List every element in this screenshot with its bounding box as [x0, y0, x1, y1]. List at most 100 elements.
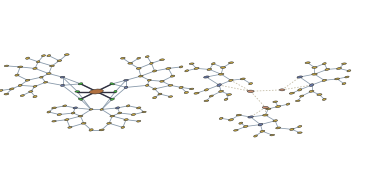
Ellipse shape: [15, 74, 19, 76]
Ellipse shape: [78, 115, 83, 117]
Ellipse shape: [114, 90, 117, 93]
Ellipse shape: [50, 65, 54, 67]
Ellipse shape: [239, 122, 243, 124]
Ellipse shape: [170, 75, 175, 77]
Ellipse shape: [71, 112, 75, 114]
Ellipse shape: [219, 90, 223, 92]
Ellipse shape: [47, 55, 51, 57]
Ellipse shape: [262, 106, 268, 109]
Ellipse shape: [78, 98, 83, 100]
Ellipse shape: [309, 84, 314, 86]
Ellipse shape: [26, 57, 29, 59]
Ellipse shape: [312, 73, 317, 75]
Ellipse shape: [65, 119, 69, 121]
Ellipse shape: [218, 73, 224, 75]
Ellipse shape: [298, 126, 302, 128]
Ellipse shape: [276, 105, 281, 108]
Ellipse shape: [90, 89, 103, 94]
Ellipse shape: [124, 79, 129, 81]
Ellipse shape: [118, 112, 122, 114]
Ellipse shape: [89, 109, 93, 110]
Ellipse shape: [4, 93, 9, 95]
Ellipse shape: [52, 107, 56, 109]
Ellipse shape: [124, 86, 128, 89]
Ellipse shape: [68, 126, 72, 128]
Ellipse shape: [145, 56, 149, 58]
Ellipse shape: [60, 84, 64, 86]
Ellipse shape: [189, 63, 194, 64]
Ellipse shape: [81, 122, 86, 124]
Ellipse shape: [273, 120, 277, 122]
Ellipse shape: [107, 122, 112, 124]
Ellipse shape: [153, 88, 156, 90]
Ellipse shape: [322, 63, 326, 65]
Ellipse shape: [336, 67, 342, 70]
Ellipse shape: [39, 76, 43, 78]
Ellipse shape: [75, 91, 80, 92]
Ellipse shape: [160, 59, 164, 61]
Ellipse shape: [121, 57, 125, 59]
Ellipse shape: [110, 98, 115, 100]
Ellipse shape: [219, 117, 223, 119]
Ellipse shape: [136, 68, 141, 69]
Ellipse shape: [229, 79, 233, 81]
Ellipse shape: [248, 116, 253, 118]
Ellipse shape: [42, 55, 45, 57]
Ellipse shape: [158, 93, 162, 95]
Ellipse shape: [137, 120, 141, 122]
Ellipse shape: [100, 109, 103, 110]
Ellipse shape: [309, 90, 314, 92]
Ellipse shape: [20, 95, 24, 96]
Ellipse shape: [78, 83, 83, 85]
Ellipse shape: [179, 66, 183, 68]
Ellipse shape: [296, 100, 300, 102]
Ellipse shape: [322, 79, 327, 81]
Ellipse shape: [89, 129, 93, 131]
Ellipse shape: [126, 105, 130, 107]
Ellipse shape: [153, 97, 156, 99]
Ellipse shape: [204, 76, 209, 78]
Ellipse shape: [110, 83, 115, 85]
Ellipse shape: [266, 108, 271, 110]
Ellipse shape: [322, 98, 326, 100]
Ellipse shape: [298, 89, 302, 91]
Ellipse shape: [36, 61, 40, 63]
Ellipse shape: [128, 62, 133, 64]
Ellipse shape: [132, 113, 135, 116]
Ellipse shape: [160, 80, 164, 82]
Ellipse shape: [168, 85, 173, 86]
Ellipse shape: [18, 66, 23, 68]
Ellipse shape: [184, 92, 189, 94]
Ellipse shape: [289, 92, 294, 94]
Ellipse shape: [194, 67, 199, 70]
Ellipse shape: [236, 114, 242, 116]
Ellipse shape: [260, 130, 265, 132]
Ellipse shape: [226, 94, 232, 96]
Ellipse shape: [57, 114, 62, 115]
Ellipse shape: [73, 107, 77, 109]
Ellipse shape: [207, 68, 212, 70]
Ellipse shape: [247, 90, 254, 92]
Ellipse shape: [136, 107, 141, 109]
Ellipse shape: [185, 70, 189, 72]
Ellipse shape: [220, 67, 226, 68]
Ellipse shape: [116, 107, 119, 109]
Ellipse shape: [209, 95, 213, 97]
Ellipse shape: [152, 70, 157, 72]
Ellipse shape: [147, 79, 151, 81]
Ellipse shape: [110, 115, 115, 117]
Ellipse shape: [139, 75, 143, 77]
Ellipse shape: [263, 114, 268, 116]
Ellipse shape: [179, 86, 183, 89]
Ellipse shape: [240, 78, 245, 80]
Ellipse shape: [57, 60, 62, 62]
Ellipse shape: [204, 100, 209, 102]
Ellipse shape: [9, 88, 14, 90]
Ellipse shape: [297, 76, 302, 78]
Ellipse shape: [234, 129, 238, 131]
Ellipse shape: [0, 89, 3, 92]
Ellipse shape: [300, 95, 304, 97]
Ellipse shape: [33, 85, 37, 87]
Ellipse shape: [124, 119, 128, 121]
Ellipse shape: [305, 62, 310, 64]
